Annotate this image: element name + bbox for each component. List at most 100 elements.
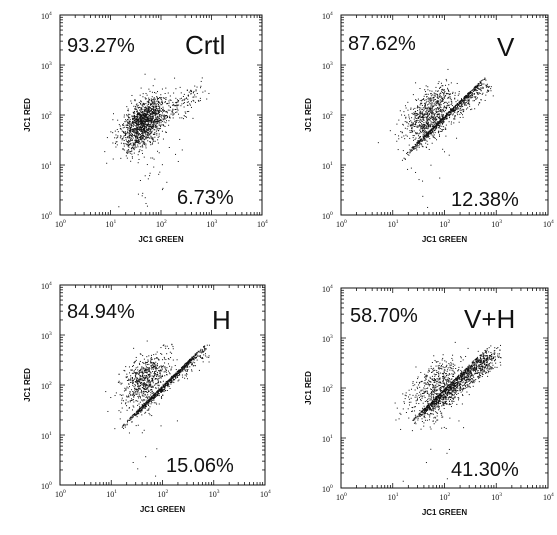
data-point: [155, 361, 157, 363]
data-point: [174, 105, 176, 107]
data-point: [158, 111, 160, 113]
data-point: [150, 115, 152, 117]
data-point: [406, 128, 408, 130]
data-point: [134, 414, 136, 416]
data-point: [429, 99, 431, 101]
data-point: [196, 352, 198, 354]
data-point: [153, 398, 155, 400]
data-point: [141, 122, 143, 124]
data-point: [172, 117, 174, 119]
data-point: [138, 140, 140, 142]
data-point: [473, 376, 475, 378]
data-point: [437, 121, 439, 123]
data-point: [144, 125, 146, 127]
data-point: [155, 125, 157, 127]
data-point: [167, 381, 169, 383]
data-point: [141, 150, 143, 152]
x-tick-label: 102: [440, 219, 451, 229]
data-point: [150, 399, 152, 401]
data-point: [411, 112, 413, 114]
data-point: [133, 130, 135, 132]
data-point: [132, 416, 134, 418]
data-point: [444, 117, 446, 119]
data-point: [437, 90, 439, 92]
data-point: [428, 148, 430, 150]
data-point: [155, 117, 157, 119]
data-point: [128, 120, 130, 122]
data-point: [427, 86, 429, 88]
data-point: [419, 141, 421, 143]
data-point: [170, 99, 172, 101]
data-point: [442, 98, 444, 100]
data-point: [142, 133, 144, 135]
data-point: [432, 113, 434, 115]
data-point: [165, 369, 167, 371]
data-point: [439, 393, 441, 395]
data-point: [133, 386, 135, 388]
data-point: [407, 101, 409, 103]
data-point: [191, 369, 193, 371]
data-point: [431, 108, 433, 110]
data-point: [435, 95, 437, 97]
data-point: [426, 126, 428, 128]
data-point: [134, 376, 136, 378]
y-tick-exponent: 1: [330, 434, 333, 440]
data-point: [121, 399, 123, 401]
data-point: [165, 380, 167, 382]
y-tick-label: 101: [322, 434, 333, 444]
data-point: [133, 134, 135, 136]
data-point: [194, 353, 196, 355]
data-point: [439, 122, 441, 124]
data-point: [167, 103, 169, 105]
data-point: [186, 365, 188, 367]
data-point: [443, 109, 445, 111]
data-point: [169, 378, 171, 380]
data-point: [159, 128, 161, 130]
data-point: [463, 103, 465, 105]
data-point: [133, 378, 135, 380]
data-point: [434, 108, 436, 110]
data-point: [150, 360, 152, 362]
data-point: [148, 369, 150, 371]
data-point: [180, 371, 182, 373]
data-point: [149, 374, 151, 376]
y-tick-label: 100: [41, 211, 52, 221]
data-point: [439, 116, 441, 118]
data-point: [174, 376, 176, 378]
data-point: [137, 119, 139, 121]
data-point: [148, 374, 150, 376]
data-point: [161, 390, 163, 392]
data-point: [424, 135, 426, 137]
data-point: [208, 356, 210, 358]
data-point: [436, 108, 438, 110]
data-point: [473, 90, 475, 92]
data-point: [488, 86, 490, 88]
data-point: [145, 364, 147, 366]
data-point: [179, 374, 181, 376]
data-point: [471, 95, 473, 97]
data-point: [152, 382, 154, 384]
data-point: [441, 359, 443, 361]
data-point: [440, 100, 442, 102]
data-point: [143, 118, 145, 120]
data-point: [437, 107, 439, 109]
outlier-point: [154, 133, 156, 135]
data-point: [429, 125, 431, 127]
data-point: [419, 132, 421, 134]
data-point: [421, 104, 423, 106]
data-point: [136, 373, 138, 375]
data-point: [148, 399, 150, 401]
data-point: [478, 88, 480, 90]
data-point: [471, 94, 473, 96]
data-point: [413, 135, 415, 137]
data-point: [129, 379, 131, 381]
data-point: [139, 143, 141, 145]
data-point: [172, 380, 174, 382]
data-point: [170, 379, 172, 381]
data-point: [146, 388, 148, 390]
data-point: [152, 395, 154, 397]
data-point: [152, 85, 154, 87]
data-point: [434, 137, 436, 139]
data-point: [424, 103, 426, 105]
